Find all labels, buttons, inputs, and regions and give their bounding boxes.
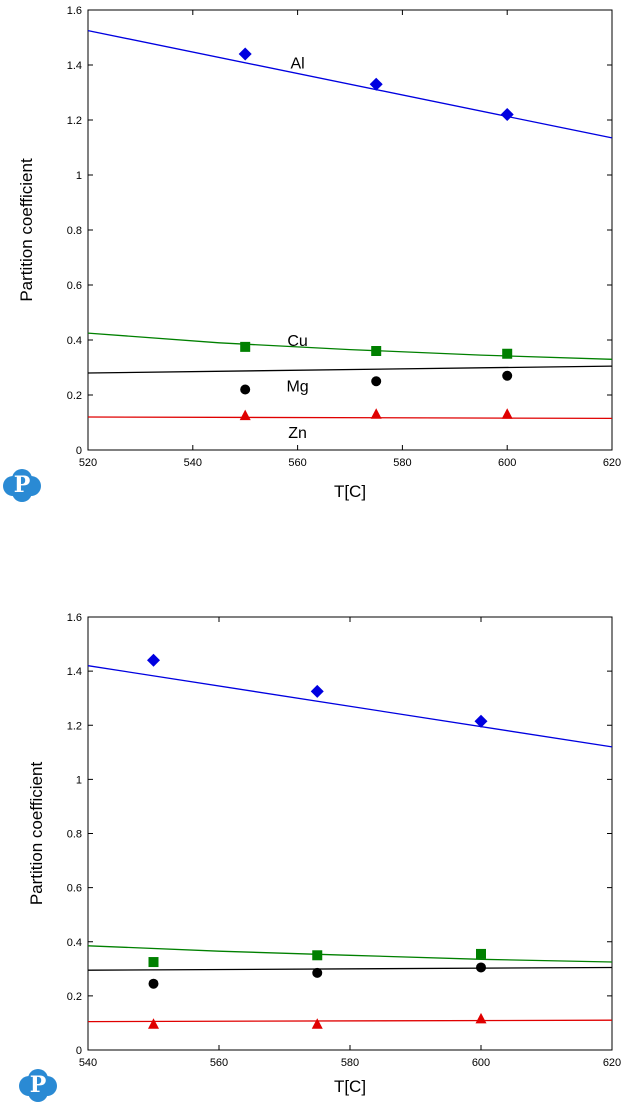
data-point-diamond bbox=[474, 714, 488, 728]
data-point-square bbox=[148, 957, 159, 968]
pandat-logo-icon: P bbox=[19, 1069, 57, 1102]
y-tick-label: 1.6 bbox=[67, 612, 82, 624]
data-point-circle bbox=[476, 962, 486, 973]
data-point-circle bbox=[371, 376, 382, 387]
y-tick-label: 1.4 bbox=[67, 60, 82, 72]
data-point-triangle bbox=[311, 1018, 323, 1029]
data-point-square bbox=[476, 948, 486, 959]
chart-2: 0 0.2 0.4 0.6 0.8 1 1.2 1.4 1.6 540 560 580 600 620 T[… bbox=[27, 612, 621, 1096]
logo-letter: P bbox=[14, 472, 31, 498]
series-1: Al bbox=[87, 29, 613, 139]
data-point-square bbox=[312, 950, 323, 961]
y-tick-label: 0 bbox=[76, 1045, 82, 1057]
y-axis-title: Partition coefficient bbox=[27, 762, 46, 906]
fit-line bbox=[87, 966, 613, 971]
fit-line bbox=[87, 416, 613, 420]
data-point-triangle bbox=[370, 408, 382, 419]
data-point-diamond bbox=[147, 653, 160, 667]
y-tick-label: 0.6 bbox=[67, 280, 82, 292]
fit-line bbox=[87, 1019, 613, 1023]
y-tick-label: 0.8 bbox=[67, 225, 82, 237]
y-tick-label: 0 bbox=[76, 445, 82, 457]
data-point-circle bbox=[502, 370, 513, 381]
y-tick-label: 0.2 bbox=[67, 390, 82, 402]
y-tick-label: 1.2 bbox=[67, 115, 82, 127]
x-tick-label: 520 bbox=[79, 457, 97, 469]
y-tick-label: 0.8 bbox=[67, 829, 82, 841]
y-tick-label: 0.6 bbox=[67, 883, 82, 895]
data-point-circle bbox=[148, 978, 159, 989]
x-tick-label: 580 bbox=[393, 457, 411, 469]
series-2: Cu bbox=[87, 332, 613, 360]
plot-frame bbox=[87, 616, 613, 1051]
series-label: Al bbox=[290, 55, 304, 72]
series-2 bbox=[87, 945, 613, 968]
data-point-circle bbox=[312, 967, 323, 978]
series-1 bbox=[87, 653, 613, 748]
series-4 bbox=[87, 1012, 613, 1029]
x-axis-title: T[C] bbox=[334, 1077, 366, 1096]
chart-1: 0 0.2 0.4 0.6 0.8 1 1.2 1.4 1.6 520 540 560 580 600 62… bbox=[17, 5, 621, 501]
x-tick-label: 560 bbox=[288, 457, 306, 469]
data-point-triangle bbox=[239, 409, 251, 421]
x-axis-title: T[C] bbox=[334, 482, 366, 501]
data-point-diamond bbox=[310, 684, 324, 698]
data-point-circle bbox=[240, 384, 251, 395]
series-4: Zn bbox=[87, 408, 613, 442]
y-tick-label: 1.4 bbox=[67, 666, 82, 678]
fit-line bbox=[87, 332, 613, 360]
y-tick-label: 1.2 bbox=[67, 720, 82, 732]
data-point-triangle bbox=[501, 408, 513, 419]
y-tick-label: 0.4 bbox=[67, 335, 82, 347]
logo-letter: P bbox=[30, 1072, 47, 1098]
x-tick-label: 620 bbox=[603, 457, 621, 469]
y-tick-label: 0.4 bbox=[67, 937, 82, 949]
series-3 bbox=[87, 962, 613, 989]
series-label: Mg bbox=[286, 378, 308, 395]
x-tick-label: 580 bbox=[341, 1057, 359, 1069]
data-point-diamond bbox=[500, 108, 514, 121]
series-label: Zn bbox=[288, 425, 307, 442]
data-point-diamond bbox=[369, 77, 383, 91]
data-point-diamond bbox=[238, 47, 252, 61]
fit-line bbox=[87, 945, 613, 963]
y-axis-title: Partition coefficient bbox=[17, 158, 36, 302]
y-tick-label: 0.2 bbox=[67, 991, 82, 1003]
fit-line bbox=[87, 665, 613, 748]
y-tick-label: 1 bbox=[76, 170, 82, 182]
data-point-triangle bbox=[148, 1018, 159, 1029]
plot-frame bbox=[87, 9, 613, 451]
y-tick-label: 1.6 bbox=[67, 5, 82, 17]
series-label: Cu bbox=[287, 333, 307, 350]
y-tick-label: 1 bbox=[76, 774, 82, 786]
data-point-square bbox=[502, 348, 513, 359]
x-tick-label: 540 bbox=[79, 1057, 97, 1069]
fit-line bbox=[87, 29, 613, 139]
x-tick-label: 620 bbox=[603, 1057, 621, 1069]
x-tick-label: 560 bbox=[210, 1057, 228, 1069]
x-tick-label: 600 bbox=[498, 457, 516, 469]
x-tick-label: 600 bbox=[472, 1057, 490, 1069]
data-point-square bbox=[240, 341, 251, 352]
data-point-triangle bbox=[475, 1012, 487, 1024]
series-3: Mg bbox=[87, 365, 613, 395]
pandat-logo-icon: P bbox=[3, 469, 41, 502]
x-tick-label: 540 bbox=[184, 457, 202, 469]
fit-line bbox=[87, 365, 613, 374]
data-point-square bbox=[371, 346, 382, 356]
